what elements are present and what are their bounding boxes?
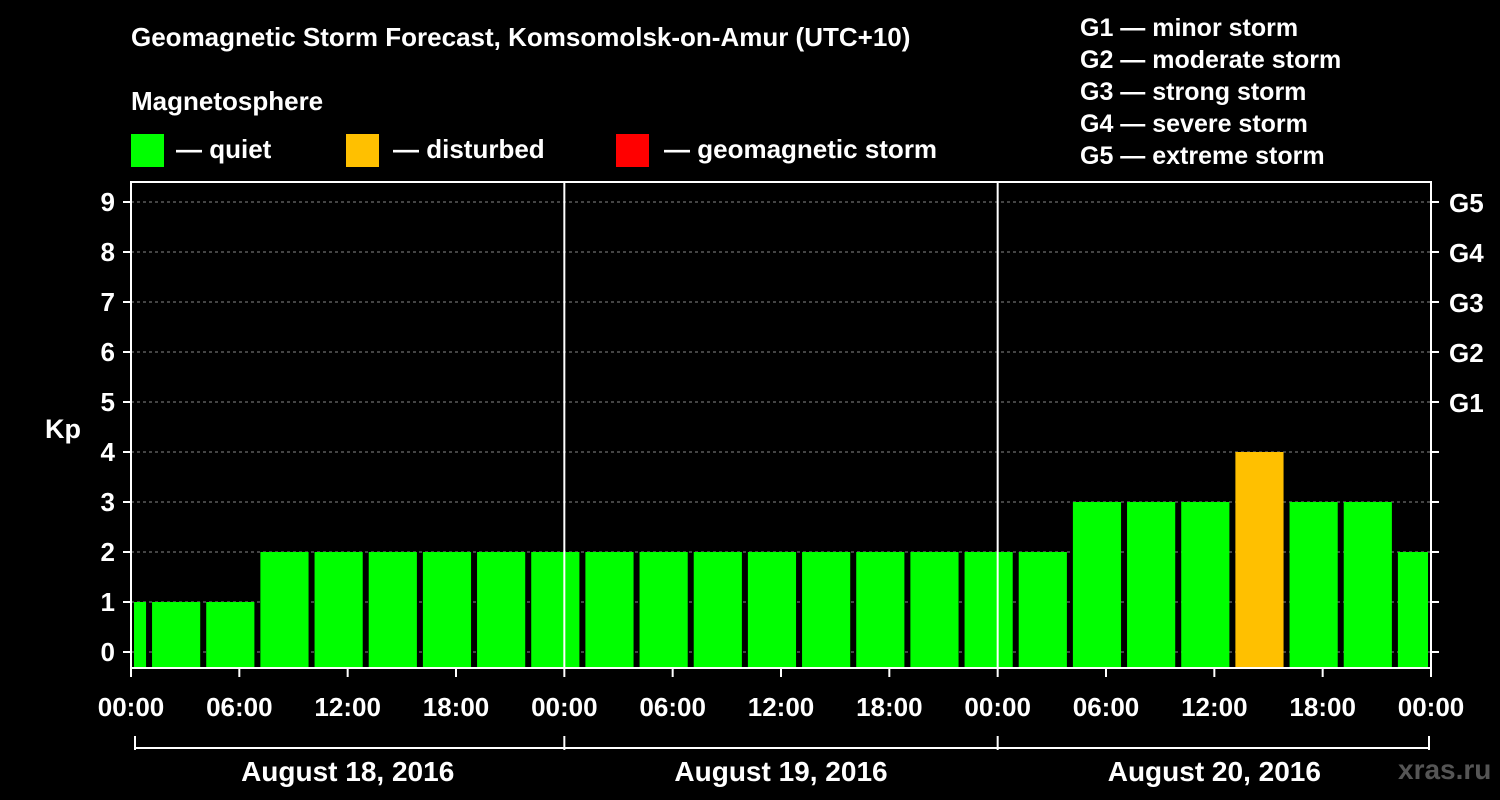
kp-bar-19 [1127,502,1176,668]
chart-title: Geomagnetic Storm Forecast, Komsomolsk-o… [131,22,911,52]
legend-label-disturbed: — disturbed [393,134,545,164]
y-tick-label-2: 2 [101,537,115,567]
y-tick-label-5: 5 [101,387,115,417]
y-tick-label-3: 3 [101,487,115,517]
x-tick-label-5: 06:00 [639,692,706,722]
y-tick-label-6: 6 [101,337,115,367]
legend-swatch-storm [616,134,649,167]
x-tick-label-9: 06:00 [1073,692,1140,722]
day-label-2: August 20, 2016 [1108,756,1321,787]
y-tick-label-4: 4 [101,437,116,467]
y-tick-label-7: 7 [101,287,115,317]
kp-bar-14 [856,552,905,668]
kp-bar-20 [1181,502,1230,668]
kp-bar-13 [802,552,851,668]
kp-bar-17 [1018,552,1067,668]
y-tick-label-0: 0 [101,637,115,667]
kp-bar-4 [314,552,363,668]
x-tick-label-11: 18:00 [1289,692,1356,722]
y-tick-label-8: 8 [101,237,115,267]
kp-bar-24 [1397,552,1428,668]
legend-label-storm: — geomagnetic storm [664,134,938,164]
x-tick-label-0: 00:00 [98,692,165,722]
x-tick-label-1: 06:00 [206,692,273,722]
kp-bar-5 [368,552,417,668]
storm-scale-g1: G1 — minor storm [1080,14,1299,42]
legend-label-quiet: — quiet [176,134,272,164]
x-tick-label-7: 18:00 [856,692,923,722]
y2-tick-label-g5: G5 [1449,188,1484,218]
kp-bar-7 [477,552,526,668]
x-tick-label-12: 00:00 [1398,692,1465,722]
kp-bar-22 [1289,502,1338,668]
legend-subtitle: Magnetosphere [131,86,324,116]
x-tick-label-6: 12:00 [748,692,815,722]
kp-bar-3 [260,552,309,668]
kp-bar-18 [1072,502,1122,668]
x-tick-label-4: 00:00 [531,692,598,722]
kp-bar-16 [964,552,1013,668]
storm-scale-g3: G3 — strong storm [1080,78,1307,106]
kp-bar-6 [422,552,472,668]
x-tick-label-8: 00:00 [964,692,1031,722]
x-tick-label-3: 18:00 [423,692,490,722]
kp-bar-2 [206,602,255,668]
legend-swatch-quiet [131,134,164,167]
kp-bar-10 [639,552,688,668]
x-tick-label-10: 12:00 [1181,692,1248,722]
kp-bar-8 [531,552,580,668]
storm-scale-g5: G5 — extreme storm [1080,142,1325,170]
watermark: xras.ru [1398,754,1492,785]
storm-scale-g4: G4 — severe storm [1080,110,1308,138]
y2-tick-label-g4: G4 [1449,238,1484,268]
storm-scale-g2: G2 — moderate storm [1080,46,1342,74]
kp-bar-11 [693,552,742,668]
legend-swatch-disturbed [346,134,379,167]
kp-bar-21 [1235,452,1284,668]
kp-bar-15 [910,552,959,668]
kp-bar-0 [134,602,147,668]
y-axis-label: Kp [45,414,81,444]
day-label-0: August 18, 2016 [241,756,454,787]
day-label-1: August 19, 2016 [674,756,887,787]
y2-tick-label-g1: G1 [1449,388,1484,418]
y-tick-label-9: 9 [101,187,115,217]
kp-bar-1 [152,602,201,668]
y2-tick-label-g3: G3 [1449,288,1484,318]
kp-bar-9 [585,552,634,668]
y2-tick-label-g2: G2 [1449,338,1484,368]
kp-bar-23 [1343,502,1392,668]
x-tick-label-2: 12:00 [314,692,381,722]
kp-bar-12 [747,552,797,668]
y-tick-label-1: 1 [101,587,115,617]
